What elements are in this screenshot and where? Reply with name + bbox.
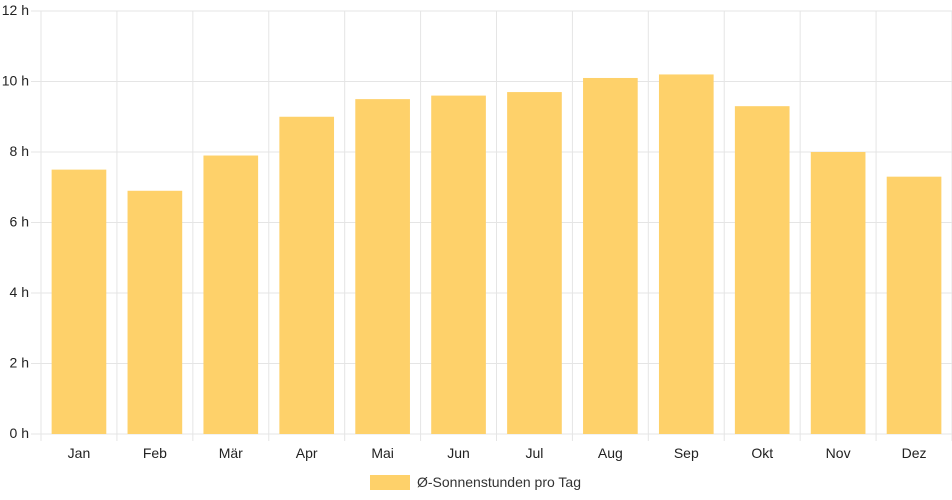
y-tick-label: 0 h [10,425,29,441]
legend-swatch[interactable] [370,475,410,490]
y-tick-label: 8 h [10,143,29,159]
y-tick-label: 2 h [10,355,29,371]
bar[interactable] [279,116,335,434]
x-tick-label: Dez [902,445,927,461]
axis-layer: 0 h 2 h 4 h 6 h 8 h 10 h 12 h Jan Feb Mär Apr Mai Ju… [2,2,927,461]
bar[interactable] [734,106,790,435]
x-tick-label: Mai [371,445,394,461]
x-tick-label: Mär [219,445,243,461]
grid-layer [31,10,952,441]
x-tick-label: Jun [447,445,470,461]
bar[interactable] [507,92,562,434]
bar[interactable] [355,99,410,434]
bar[interactable] [127,190,183,434]
x-tick-label: Feb [143,445,167,461]
x-tick-label: Nov [826,445,851,461]
bar[interactable] [583,77,638,434]
bar[interactable] [203,155,259,434]
legend-label[interactable]: Ø-Sonnenstunden pro Tag [417,474,581,490]
x-tick-label: Apr [296,445,318,461]
x-tick-label: Aug [598,445,623,461]
bar[interactable] [886,176,942,435]
y-tick-label: 10 h [2,73,29,89]
bar[interactable] [51,169,107,434]
x-tick-label: Jul [526,445,544,461]
legend[interactable]: Ø-Sonnenstunden pro Tag [370,474,581,490]
bar[interactable] [810,152,866,434]
y-tick-label: 12 h [2,2,29,18]
x-tick-label: Sep [674,445,699,461]
bar[interactable] [658,74,714,434]
x-tick-label: Okt [751,445,773,461]
y-tick-label: 6 h [10,214,29,230]
x-tick-label: Jan [68,445,91,461]
bar-layer [51,74,942,435]
y-tick-label: 4 h [10,284,29,300]
bar[interactable] [431,95,486,434]
